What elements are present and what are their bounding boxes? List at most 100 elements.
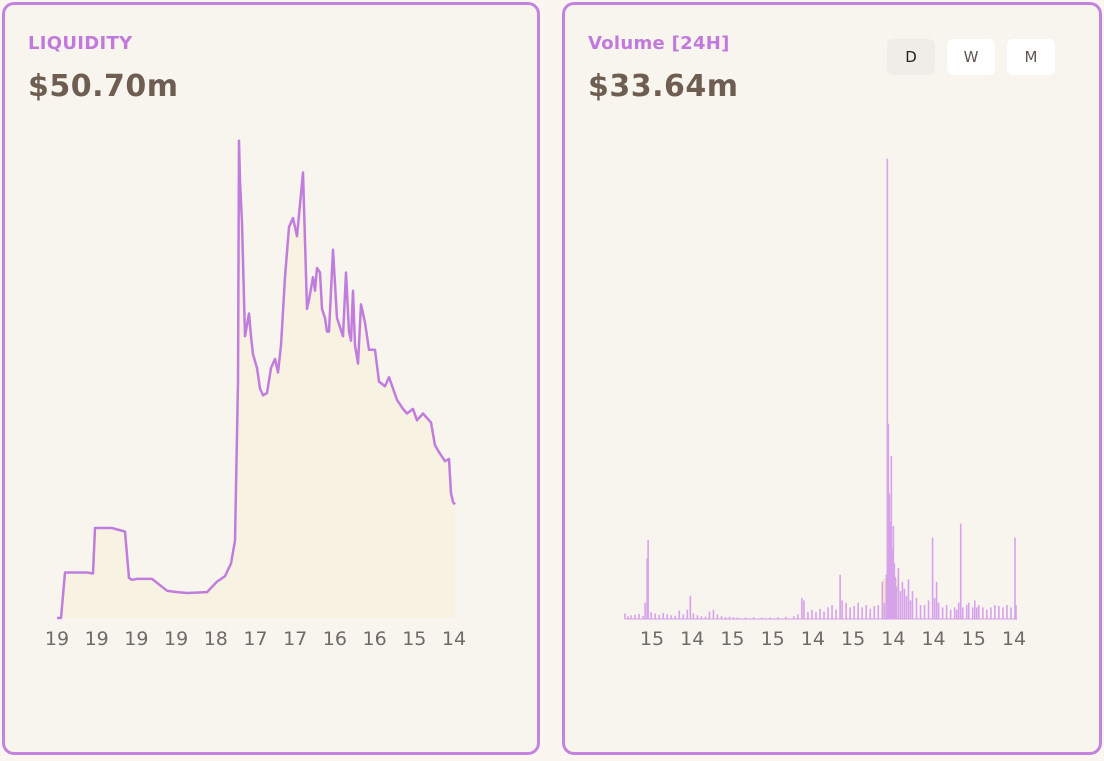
volume-bar bbox=[907, 579, 910, 619]
x-tick-label: 14 bbox=[680, 628, 704, 650]
volume-bar bbox=[883, 602, 886, 619]
volume-bar bbox=[891, 549, 894, 619]
x-tick-label: 19 bbox=[45, 628, 69, 650]
volume-bar bbox=[971, 607, 974, 619]
volume-bar bbox=[911, 591, 914, 619]
x-tick-label: 14 bbox=[881, 628, 905, 650]
volume-bar bbox=[815, 612, 817, 619]
volume-bar bbox=[827, 607, 829, 619]
volume-bar bbox=[823, 611, 825, 619]
volume-bar bbox=[857, 602, 859, 619]
volume-bar bbox=[644, 602, 646, 619]
volume-bar bbox=[919, 605, 922, 619]
volume-bar bbox=[982, 607, 984, 619]
volume-bar bbox=[1010, 607, 1012, 619]
x-tick-label: 16 bbox=[363, 628, 387, 650]
volume-bar bbox=[776, 617, 779, 619]
volume-bar bbox=[831, 605, 833, 619]
volume-bar bbox=[909, 600, 912, 619]
volume-bar bbox=[899, 591, 902, 619]
volume-bar bbox=[686, 609, 689, 619]
volume-bar bbox=[890, 456, 893, 619]
volume-bar bbox=[638, 613, 640, 619]
volume-bar bbox=[877, 605, 880, 619]
volume-bar bbox=[869, 608, 872, 619]
volume-bar bbox=[998, 605, 1000, 619]
volume-bar bbox=[886, 158, 889, 619]
volume-bar bbox=[949, 609, 952, 619]
x-tick-label: 14 bbox=[1002, 628, 1026, 650]
x-tick-label: 14 bbox=[442, 628, 466, 650]
volume-bar bbox=[953, 607, 956, 619]
volume-bar bbox=[885, 574, 888, 619]
volume-bar bbox=[689, 595, 692, 619]
volume-bar bbox=[990, 607, 992, 619]
volume-bar bbox=[760, 617, 763, 619]
volume-bar bbox=[897, 567, 900, 619]
x-tick-label: 17 bbox=[283, 628, 307, 650]
volume-bar bbox=[945, 605, 948, 619]
volume-bar bbox=[807, 612, 809, 619]
x-tick-label: 15 bbox=[962, 628, 986, 650]
volume-bar bbox=[895, 586, 898, 619]
volume-bar bbox=[646, 558, 648, 619]
volume-bar bbox=[624, 613, 626, 619]
volume-bar bbox=[841, 600, 843, 619]
volume-bar bbox=[704, 616, 707, 619]
volume-bar bbox=[670, 615, 673, 619]
x-tick-label: 14 bbox=[921, 628, 945, 650]
liquidity-label: LIQUIDITY bbox=[28, 33, 133, 54]
x-tick-label: 18 bbox=[204, 628, 228, 650]
volume-bar bbox=[889, 521, 892, 619]
volume-bar bbox=[1002, 607, 1004, 619]
volume-bar bbox=[965, 605, 968, 619]
volume-bar bbox=[959, 523, 962, 619]
volume-bar bbox=[627, 616, 629, 619]
volume-bar bbox=[712, 609, 715, 619]
volume-bar bbox=[682, 614, 685, 619]
volume-bar bbox=[642, 615, 644, 619]
volume-value: $33.64m bbox=[588, 69, 739, 104]
volume-bar bbox=[797, 614, 799, 619]
volume-chart[interactable]: 15 14 15 15 14 15 14 14 15 14 bbox=[565, 5, 1099, 752]
x-tick-label: 14 bbox=[801, 628, 825, 650]
x-tick-label: 19 bbox=[124, 628, 148, 650]
volume-bar bbox=[658, 614, 660, 619]
liquidity-chart[interactable]: 19 19 19 19 18 17 17 16 16 15 14 bbox=[5, 5, 537, 752]
volume-bar bbox=[861, 607, 864, 619]
volume-bar bbox=[849, 607, 851, 619]
x-tick-label: 17 bbox=[243, 628, 267, 650]
period-toggle-day[interactable]: D bbox=[887, 39, 935, 75]
volume-bar bbox=[905, 595, 908, 619]
volume-bar bbox=[853, 605, 855, 619]
liquidity-card: LIQUIDITY $50.70m 19 19 19 19 18 17 17 16 16 15 14 bbox=[2, 2, 540, 755]
x-tick-label: 15 bbox=[402, 628, 426, 650]
period-toggle-month[interactable]: M bbox=[1007, 39, 1055, 75]
liquidity-value: $50.70m bbox=[28, 69, 179, 104]
volume-bar bbox=[674, 615, 677, 619]
volume-bar bbox=[666, 614, 669, 619]
volume-bar bbox=[752, 617, 755, 619]
volume-bar bbox=[955, 609, 958, 619]
volume-bar bbox=[901, 581, 904, 619]
volume-bar bbox=[937, 602, 940, 619]
volume-bar bbox=[811, 609, 813, 619]
volume-bar bbox=[662, 612, 664, 619]
volume-bar bbox=[892, 526, 895, 619]
volume-bar bbox=[941, 607, 944, 619]
volume-bar bbox=[732, 617, 735, 619]
volume-bar bbox=[845, 602, 847, 619]
volume-bar bbox=[634, 614, 636, 619]
volume-bar bbox=[881, 581, 884, 619]
volume-bar bbox=[839, 574, 841, 619]
volume-bar bbox=[903, 588, 906, 619]
volume-bar bbox=[819, 608, 821, 619]
volume-bar bbox=[865, 605, 868, 619]
x-tick-label: 15 bbox=[761, 628, 785, 650]
volume-bar bbox=[931, 537, 934, 619]
x-tick-label: 15 bbox=[841, 628, 865, 650]
volume-bar bbox=[893, 563, 896, 619]
volume-bar bbox=[973, 600, 976, 619]
period-toggle-week[interactable]: W bbox=[947, 39, 995, 75]
volume-bar bbox=[716, 614, 719, 619]
